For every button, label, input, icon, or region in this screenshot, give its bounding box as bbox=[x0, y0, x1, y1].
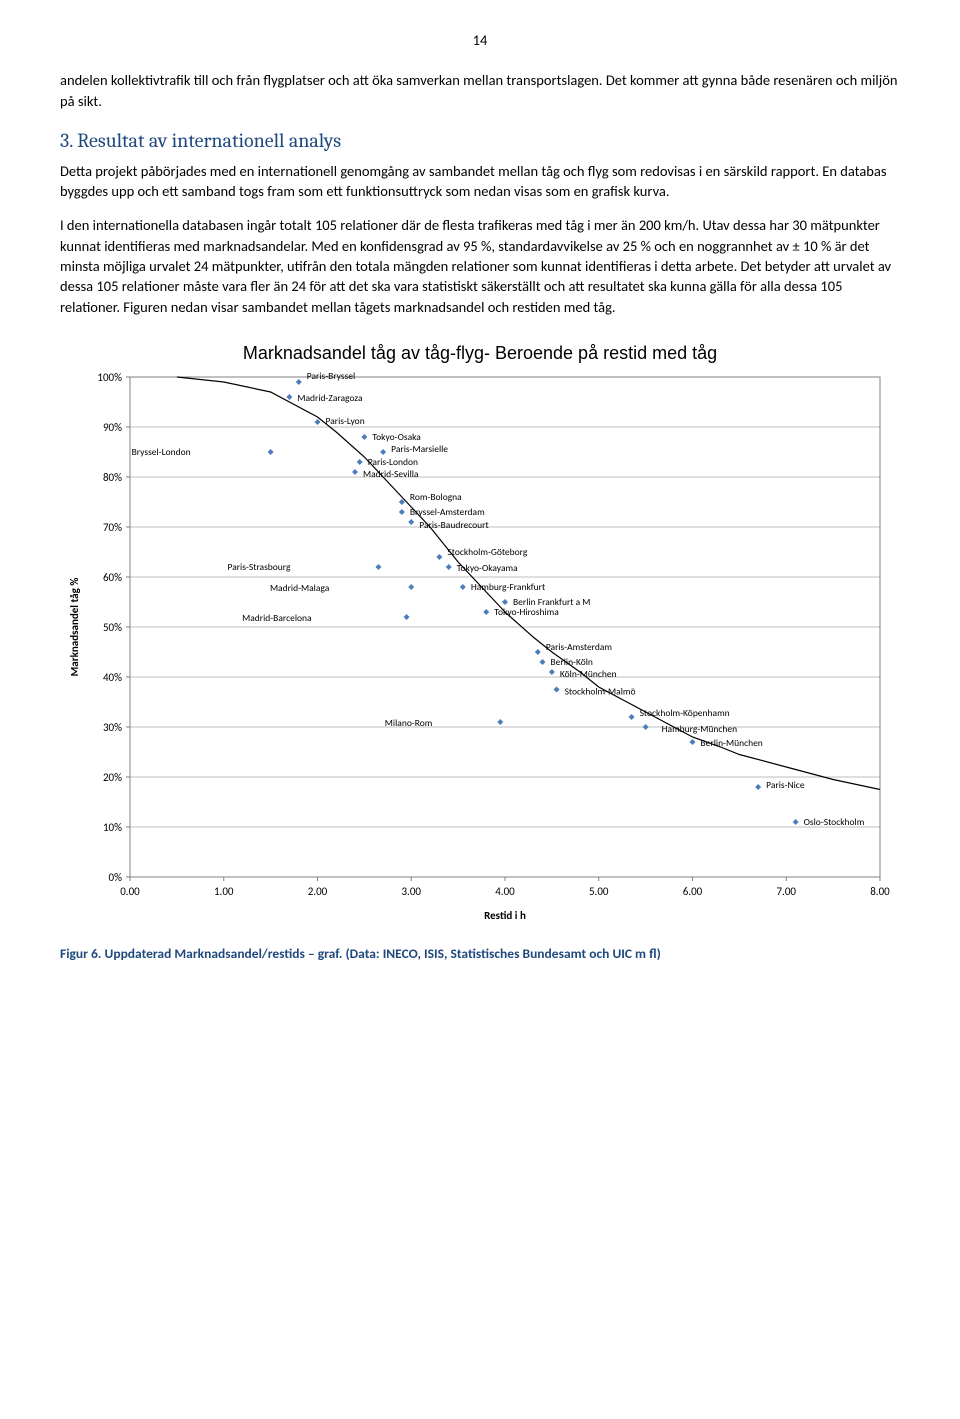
svg-text:Marknadsandel tåg %: Marknadsandel tåg % bbox=[68, 578, 81, 677]
svg-text:80%: 80% bbox=[103, 471, 122, 484]
svg-text:Rom-Bologna: Rom-Bologna bbox=[410, 491, 462, 503]
svg-text:Bryssel-London: Bryssel-London bbox=[132, 446, 191, 458]
section-heading: 3. Resultat av internationell analys bbox=[60, 127, 900, 155]
svg-text:90%: 90% bbox=[103, 421, 122, 434]
svg-text:Berlin-München: Berlin-München bbox=[701, 737, 763, 749]
svg-text:7.00: 7.00 bbox=[776, 885, 796, 898]
svg-text:4.00: 4.00 bbox=[495, 885, 515, 898]
svg-text:Paris-London: Paris-London bbox=[368, 456, 418, 468]
svg-text:1.00: 1.00 bbox=[214, 885, 234, 898]
svg-text:Stockholm-Köpenhamn: Stockholm-Köpenhamn bbox=[640, 707, 730, 719]
page-number: 14 bbox=[60, 30, 900, 50]
svg-text:Oslo-Stockholm: Oslo-Stockholm bbox=[804, 816, 865, 828]
svg-text:Bryssel-Amsterdam: Bryssel-Amsterdam bbox=[410, 506, 485, 518]
intro-paragraph: andelen kollektivtrafik till och från fl… bbox=[60, 70, 900, 111]
svg-text:Madrid-Malaga: Madrid-Malaga bbox=[270, 582, 329, 594]
svg-text:70%: 70% bbox=[103, 521, 122, 534]
svg-text:Marknadsandel tåg av tåg-flyg-: Marknadsandel tåg av tåg-flyg- Beroende … bbox=[243, 343, 717, 363]
svg-text:Tokyo-Osaka: Tokyo-Osaka bbox=[372, 431, 420, 443]
svg-text:6.00: 6.00 bbox=[683, 885, 703, 898]
svg-text:0.00: 0.00 bbox=[120, 885, 140, 898]
svg-text:Paris-Baudrecourt: Paris-Baudrecourt bbox=[419, 519, 489, 531]
svg-text:Paris-Bryssel: Paris-Bryssel bbox=[307, 370, 355, 382]
svg-text:Madrid-Barcelona: Madrid-Barcelona bbox=[242, 612, 311, 624]
svg-text:0%: 0% bbox=[109, 871, 123, 884]
scatter-chart: Marknadsandel tåg av tåg-flyg- Beroende … bbox=[60, 337, 900, 927]
svg-text:8.00: 8.00 bbox=[870, 885, 890, 898]
svg-text:Tokyo-Hiroshima: Tokyo-Hiroshima bbox=[494, 606, 559, 618]
svg-text:10%: 10% bbox=[103, 821, 122, 834]
svg-text:Restid i h: Restid i h bbox=[484, 909, 526, 922]
svg-text:5.00: 5.00 bbox=[589, 885, 609, 898]
body-paragraph-2: I den internationella databasen ingår to… bbox=[60, 215, 900, 316]
svg-text:Paris-Strasbourg: Paris-Strasbourg bbox=[227, 561, 290, 573]
svg-text:Madrid-Sevilla: Madrid-Sevilla bbox=[363, 468, 418, 480]
svg-text:Berlin-Köln: Berlin-Köln bbox=[551, 656, 593, 668]
svg-text:Paris-Amsterdam: Paris-Amsterdam bbox=[546, 641, 612, 653]
svg-text:Paris-Marsielle: Paris-Marsielle bbox=[391, 443, 448, 455]
svg-text:Tokyo-Okayama: Tokyo-Okayama bbox=[457, 562, 518, 574]
svg-text:Stockholm-Göteborg: Stockholm-Göteborg bbox=[447, 546, 527, 558]
svg-text:40%: 40% bbox=[103, 671, 122, 684]
svg-text:Madrid-Zaragoza: Madrid-Zaragoza bbox=[297, 392, 362, 404]
svg-text:2.00: 2.00 bbox=[308, 885, 328, 898]
svg-text:Hamburg-Frankfurt: Hamburg-Frankfurt bbox=[471, 581, 546, 593]
figure-caption: Figur 6. Uppdaterad Marknadsandel/restid… bbox=[60, 945, 900, 964]
svg-text:Stockholm-Malmö: Stockholm-Malmö bbox=[565, 685, 636, 697]
svg-text:3.00: 3.00 bbox=[401, 885, 421, 898]
svg-text:100%: 100% bbox=[97, 371, 122, 384]
body-paragraph-1: Detta projekt påbörjades med en internat… bbox=[60, 161, 900, 202]
svg-text:Milano-Rom: Milano-Rom bbox=[385, 717, 433, 729]
svg-text:50%: 50% bbox=[103, 621, 122, 634]
svg-text:Hamburg-München: Hamburg-München bbox=[662, 723, 737, 735]
svg-text:Köln-München: Köln-München bbox=[560, 668, 617, 680]
svg-text:Paris-Lyon: Paris-Lyon bbox=[326, 415, 365, 427]
svg-text:Paris-Nice: Paris-Nice bbox=[766, 779, 805, 791]
svg-text:20%: 20% bbox=[103, 771, 122, 784]
svg-text:60%: 60% bbox=[103, 571, 122, 584]
chart-container: Marknadsandel tåg av tåg-flyg- Beroende … bbox=[60, 337, 900, 927]
svg-text:30%: 30% bbox=[103, 721, 122, 734]
